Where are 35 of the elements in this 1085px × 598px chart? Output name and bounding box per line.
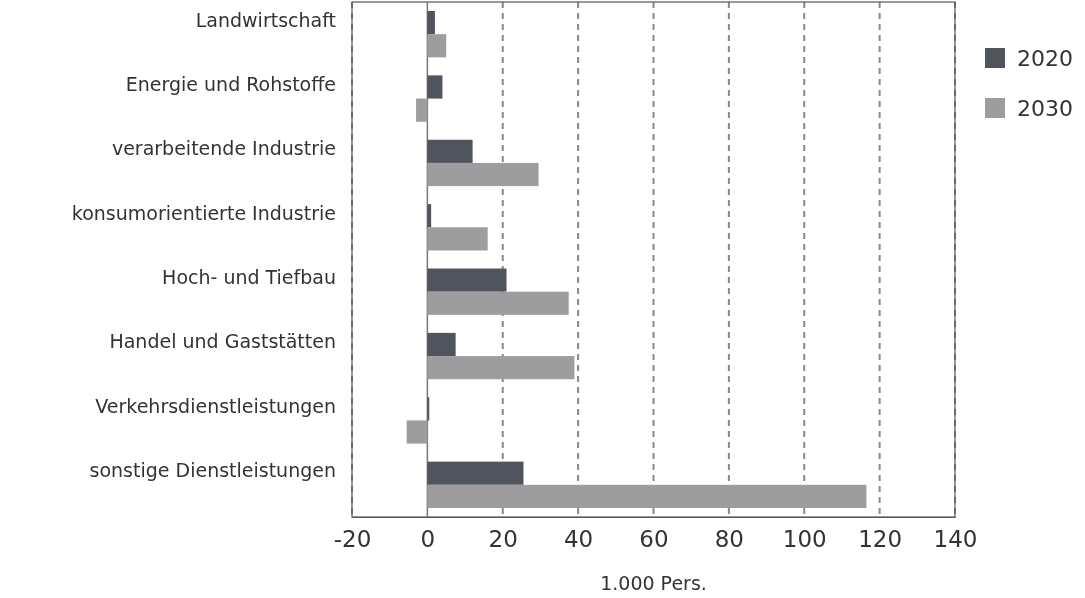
- bar: [427, 332, 456, 357]
- x-tick-label: 120: [858, 526, 903, 553]
- x-tick-label: 80: [714, 526, 745, 553]
- x-tick-label: -20: [333, 526, 372, 553]
- bar: [427, 11, 435, 35]
- y-tick-label: sonstige Dienstleistungen: [89, 459, 336, 482]
- y-tick-label: verarbeitende Industrie: [111, 137, 336, 160]
- bar: [427, 162, 539, 187]
- bar: [427, 356, 575, 380]
- x-tick-label: 20: [488, 526, 518, 553]
- x-tick-label: 100: [782, 526, 827, 553]
- bar: [427, 204, 432, 228]
- bar: [427, 268, 507, 292]
- x-tick-label: 140: [933, 526, 978, 553]
- bar: [406, 420, 428, 444]
- bar: [427, 34, 447, 58]
- x-tick-label: 0: [420, 526, 436, 553]
- y-tick-label: konsumorientierte Industrie: [71, 201, 336, 224]
- x-axis-title: 1.000 Pers.: [600, 572, 707, 594]
- y-tick-label: Handel und Gaststätten: [109, 330, 336, 353]
- y-tick-label: Hoch- und Tiefbau: [162, 266, 336, 289]
- bar: [427, 484, 867, 508]
- x-tick-label: 40: [563, 526, 594, 553]
- bar: [427, 291, 569, 315]
- y-tick-label: Landwirtschaft: [195, 8, 336, 31]
- legend-label: 2020: [1017, 46, 1073, 71]
- bar: [416, 98, 428, 122]
- y-tick-label: Energie und Rohstoffe: [125, 72, 336, 95]
- x-tick-label: 60: [639, 526, 669, 553]
- y-tick-label: Verkehrsdienstleistungen: [95, 394, 336, 417]
- bar: [427, 139, 473, 163]
- legend-label: 2030: [1017, 96, 1073, 121]
- bar: [427, 227, 488, 251]
- bar: [427, 461, 524, 485]
- bar: [427, 75, 443, 99]
